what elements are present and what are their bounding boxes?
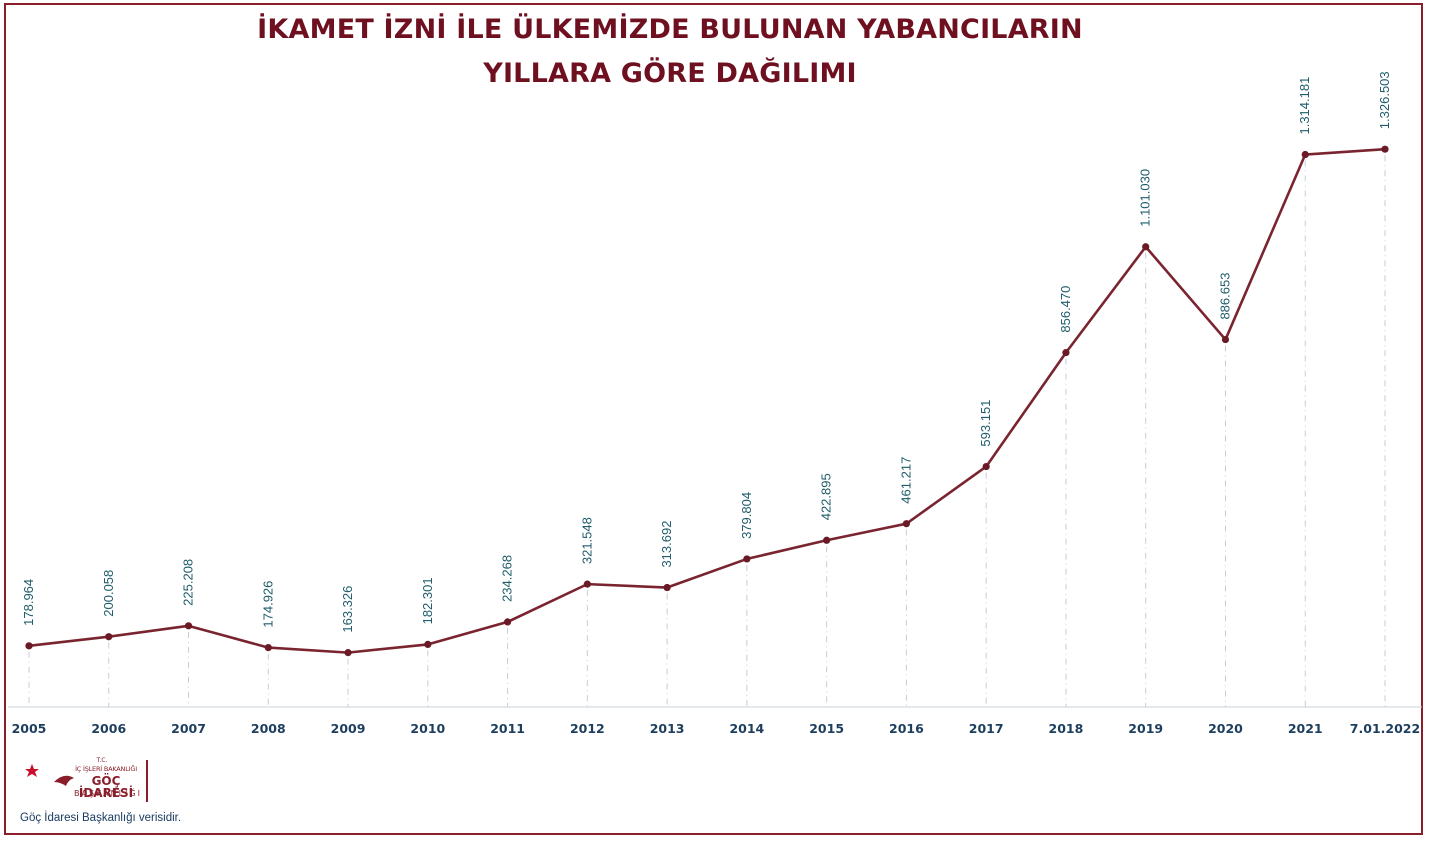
x-tick-label-2013: 2013	[650, 721, 685, 736]
data-label-2020: 886.653	[1217, 273, 1232, 320]
data-point-7.01.2022	[1381, 145, 1389, 153]
data-point-2006	[105, 633, 113, 641]
data-point-2016	[902, 520, 911, 528]
x-tick-label-2009: 2009	[331, 721, 366, 736]
x-tick-label-2018: 2018	[1049, 721, 1084, 736]
data-point-2011	[503, 618, 512, 626]
logo-name-text: GÖÇ İDARESİ	[78, 774, 134, 800]
data-label-2019: 1.101.030	[1138, 169, 1153, 227]
data-label-2012: 321.548	[579, 517, 594, 564]
data-label-2015: 422.895	[819, 473, 834, 520]
x-tick-label-2017: 2017	[969, 721, 1004, 736]
data-point-2005	[25, 642, 33, 650]
data-label-2014: 379.804	[739, 492, 754, 539]
data-label-2016: 461.217	[898, 457, 913, 504]
x-tick-label-7.01.2022: 7.01.2022	[1350, 721, 1420, 736]
data-label-2011: 234.268	[500, 555, 515, 602]
data-label-2005: 178.964	[21, 579, 36, 626]
logo-ministry-text: İÇ İŞLERİ BAKANLIĞI	[75, 765, 137, 773]
data-label-2008: 174.926	[260, 581, 275, 628]
x-tick-label-2006: 2006	[91, 721, 126, 736]
logo-tc-text: T.C.	[96, 757, 108, 764]
x-tick-label-2016: 2016	[889, 721, 924, 736]
chart-title-line2: YILLARA GÖRE DAĞILIMI	[483, 58, 857, 89]
x-tick-label-2005: 2005	[12, 721, 47, 736]
x-tick-label-2010: 2010	[410, 721, 445, 736]
data-point-2007	[184, 622, 193, 630]
x-tick-label-2019: 2019	[1128, 721, 1163, 736]
data-label-2006: 200.058	[101, 570, 116, 617]
logo-divider	[146, 760, 148, 802]
data-label-2017: 593.151	[978, 400, 993, 447]
data-label-2009: 163.326	[340, 586, 355, 633]
chart-frame	[4, 3, 1423, 835]
x-tick-label-2014: 2014	[729, 721, 764, 736]
x-tick-label-2012: 2012	[570, 721, 605, 736]
x-tick-label-2007: 2007	[171, 721, 206, 736]
data-point-2018	[1062, 349, 1070, 357]
x-tick-label-2015: 2015	[809, 721, 844, 736]
data-point-2010	[424, 640, 432, 649]
data-point-2014	[743, 555, 751, 563]
data-label-2013: 313.692	[659, 521, 674, 568]
data-label-2010: 182.301	[420, 577, 435, 624]
data-point-2017	[982, 462, 990, 471]
data-point-2009	[344, 649, 352, 657]
x-tick-label-2020: 2020	[1208, 721, 1243, 736]
data-point-2015	[823, 536, 831, 544]
data-point-2008	[264, 643, 272, 652]
data-point-2019	[1142, 243, 1150, 251]
goc-idaresi-logo-icon	[25, 764, 74, 802]
x-tick-label-2011: 2011	[490, 721, 525, 736]
source-note: Göç İdaresi Başkanlığı verisidir.	[20, 812, 182, 824]
data-point-2021	[1301, 150, 1309, 159]
data-label-7.01.2022: 1.326.503	[1377, 71, 1392, 129]
data-label-2021: 1.314.181	[1297, 77, 1312, 135]
data-label-2007: 225.208	[181, 559, 196, 606]
logo-sub-text: BAŞKANLIĞI	[74, 789, 142, 798]
x-tick-label-2021: 2021	[1288, 721, 1323, 736]
data-point-2012	[583, 580, 591, 588]
series-line	[28, 147, 1386, 654]
data-label-2018: 856.470	[1058, 286, 1073, 333]
chart-title-line1: İKAMET İZNİ İLE ÜLKEMİZDE BULUNAN YABANC…	[257, 14, 1083, 45]
x-tick-label-2008: 2008	[251, 721, 286, 736]
data-point-2013	[663, 583, 671, 592]
data-point-2020	[1221, 335, 1230, 344]
